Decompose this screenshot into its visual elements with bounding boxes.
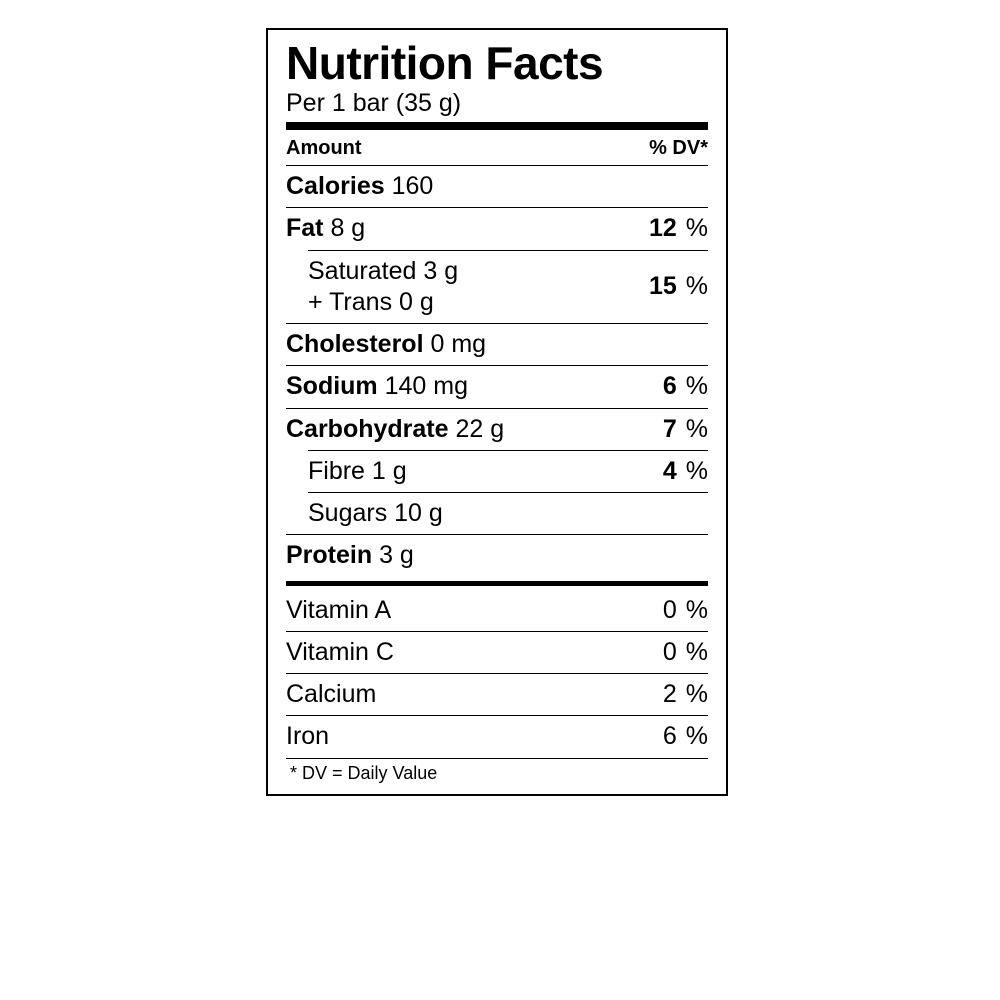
cholesterol-value: 0 mg	[430, 330, 486, 358]
cholesterol-row: Cholesterol 0 mg	[286, 324, 708, 365]
rule-thick-top	[286, 122, 708, 130]
saturated-line: Saturated 3 g	[308, 256, 458, 287]
dv-footnote: * DV = Daily Value	[286, 759, 708, 786]
vitamin-a-label: Vitamin A	[286, 595, 391, 626]
calories-label: Calories	[286, 172, 385, 200]
protein-label: Protein	[286, 541, 372, 569]
sodium-row: Sodium 140 mg 6 %	[286, 366, 708, 407]
sugars-row: Sugars 10 g	[286, 493, 708, 534]
sodium-value: 140 mg	[385, 372, 468, 400]
vitamin-a-dv: 0	[663, 596, 677, 624]
sugars-label: Sugars 10 g	[308, 498, 443, 529]
fibre-label: Fibre 1 g	[308, 456, 407, 487]
panel-title: Nutrition Facts	[286, 40, 708, 86]
vitamin-a-row: Vitamin A 0 %	[286, 590, 708, 631]
fat-dv: 12	[649, 214, 677, 242]
sodium-dv: 6	[663, 372, 677, 400]
iron-label: Iron	[286, 721, 329, 752]
cholesterol-label: Cholesterol	[286, 330, 424, 358]
fibre-dv: 4	[663, 457, 677, 485]
vitamin-c-row: Vitamin C 0 %	[286, 632, 708, 673]
carb-label: Carbohydrate	[286, 415, 449, 443]
carb-dv: 7	[663, 415, 677, 443]
sat-dv: 15	[649, 272, 677, 300]
rule-medium	[286, 581, 708, 586]
protein-row: Protein 3 g	[286, 535, 708, 576]
fat-label: Fat	[286, 214, 324, 242]
protein-value: 3 g	[379, 541, 414, 569]
sodium-label: Sodium	[286, 372, 378, 400]
saturated-trans-row: Saturated 3 g + Trans 0 g 15 %	[286, 251, 708, 324]
iron-row: Iron 6 %	[286, 716, 708, 757]
vitamin-c-label: Vitamin C	[286, 637, 394, 668]
fat-value: 8 g	[330, 214, 365, 242]
calcium-label: Calcium	[286, 679, 376, 710]
iron-dv: 6	[663, 722, 677, 750]
header-dv: % DV*	[649, 136, 708, 161]
carb-value: 22 g	[456, 415, 505, 443]
serving-size: Per 1 bar (35 g)	[286, 88, 708, 118]
vitamin-c-dv: 0	[663, 638, 677, 666]
fibre-row: Fibre 1 g 4 %	[286, 451, 708, 492]
trans-line: + Trans 0 g	[308, 287, 458, 318]
column-header-row: Amount % DV*	[286, 134, 708, 165]
fat-row: Fat 8 g 12 %	[286, 208, 708, 249]
carbohydrate-row: Carbohydrate 22 g 7 %	[286, 409, 708, 450]
calcium-dv: 2	[663, 680, 677, 708]
calories-value: 160	[392, 172, 434, 200]
header-amount: Amount	[286, 136, 362, 161]
calories-row: Calories 160	[286, 166, 708, 207]
calcium-row: Calcium 2 %	[286, 674, 708, 715]
nutrition-facts-panel: Nutrition Facts Per 1 bar (35 g) Amount …	[266, 28, 728, 796]
